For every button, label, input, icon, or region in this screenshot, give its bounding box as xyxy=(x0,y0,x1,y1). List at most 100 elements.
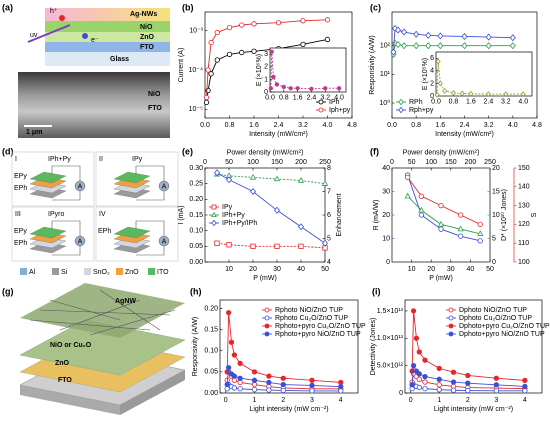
y3label-axis-title: S xyxy=(531,212,538,217)
marker xyxy=(410,363,417,369)
layer-side xyxy=(20,385,120,415)
y-tick-label: 0.05 xyxy=(189,243,203,250)
ylabel-axis-title: E (×10⁵%) xyxy=(256,54,263,86)
y-tick-label: 10⁰ xyxy=(379,99,390,107)
x-axis-title: P (mW) xyxy=(253,275,277,282)
x-tick-label: 0.8 xyxy=(279,94,289,101)
subpanel-numeral: II xyxy=(99,156,103,163)
marker xyxy=(493,375,499,381)
marker xyxy=(274,243,280,249)
x-tick-label: 0.0 xyxy=(200,122,210,129)
marker xyxy=(457,212,464,218)
legend-label: Dphoto+pyro Cu₂O/ZnO TUP xyxy=(459,323,550,330)
marker xyxy=(273,175,281,182)
subpanel-frame xyxy=(11,151,95,207)
marker xyxy=(239,49,245,56)
marker xyxy=(318,107,324,113)
legend-label: SnO₂ xyxy=(93,269,110,276)
marker xyxy=(225,364,232,371)
marker xyxy=(274,206,280,214)
layer-label: Glass xyxy=(110,56,129,63)
x-tick-label: 2 xyxy=(281,397,285,404)
x-tick-label: 1.6 xyxy=(293,94,303,101)
layer-fto xyxy=(45,42,170,52)
marker xyxy=(485,33,492,41)
marker xyxy=(297,177,305,183)
marker xyxy=(468,90,474,97)
x-tick-label: 1.6 xyxy=(466,98,476,105)
x-tick-label: 4.0 xyxy=(508,122,518,129)
ammeter-label: A xyxy=(162,183,167,190)
y2-tick-label: 5 xyxy=(492,235,496,242)
marker xyxy=(214,240,220,246)
ammeter xyxy=(158,180,170,192)
marker xyxy=(436,387,442,393)
plot-frame xyxy=(391,167,491,263)
current-label: IPyro xyxy=(48,211,64,218)
marker xyxy=(477,230,484,236)
y-tick-label: 20 xyxy=(382,212,390,219)
marker xyxy=(298,223,304,231)
marker xyxy=(211,204,217,210)
legend-swatch xyxy=(20,268,27,275)
marker xyxy=(224,386,230,392)
ylabel-axis-title: R (mA/W) xyxy=(373,200,380,231)
marker xyxy=(509,42,516,50)
panel-label: (b) xyxy=(182,2,194,12)
panel-label: (i) xyxy=(372,286,381,296)
circuit-wire xyxy=(135,220,165,256)
marker xyxy=(436,376,442,382)
marker xyxy=(318,99,324,105)
marker xyxy=(214,29,220,36)
marker xyxy=(249,173,257,180)
y-tick-label: 10² xyxy=(380,43,391,50)
x-tick-label: 3.2 xyxy=(484,122,494,129)
marker xyxy=(203,99,210,106)
marker xyxy=(338,384,344,390)
y-tick-label: 2 xyxy=(430,80,434,87)
marker xyxy=(413,42,420,50)
y3-tick-label: 100 xyxy=(518,259,530,266)
y-tick-label: 4 xyxy=(430,68,434,75)
marker xyxy=(280,387,286,394)
layer-label: ZnO xyxy=(55,360,70,367)
marker xyxy=(493,388,499,394)
marker xyxy=(322,239,328,247)
legend-label: Rphoto Cu₂O/ZnO TUP xyxy=(275,315,348,322)
x-tick-label: 4.8 xyxy=(347,122,357,129)
ammeter xyxy=(74,180,86,192)
x-tick-label: 0 xyxy=(224,397,228,404)
ammeter-label: A xyxy=(162,238,167,245)
marker xyxy=(422,357,428,363)
marker xyxy=(251,48,257,54)
marker xyxy=(457,225,464,232)
x2-tick-label: 100 xyxy=(425,159,437,166)
marker xyxy=(231,377,238,383)
marker xyxy=(422,373,428,380)
x-tick-label: 4.0 xyxy=(323,122,333,129)
marker xyxy=(436,365,442,372)
panel-a: Ag-NWs NiO ZnO FTO Glass uv h⁺ e⁻ NiO FT… xyxy=(18,8,170,138)
marker xyxy=(280,381,286,388)
legend-swatch xyxy=(52,268,59,275)
y2-tick-label: 7 xyxy=(327,188,331,195)
x-tick-label: 1.6 xyxy=(435,122,445,129)
x-tick-label: 1.6 xyxy=(249,122,259,129)
x-tick-label: 2.4 xyxy=(307,94,317,101)
y-tick-label: 5.0×10¹² xyxy=(377,362,404,369)
y2-tick-label: 4 xyxy=(327,259,331,266)
y-tick-label: 1.5×10¹³ xyxy=(377,308,404,315)
field-label: EPy xyxy=(14,228,27,235)
panel-g: AgNW NiO or Cu₂O ZnO FTO xyxy=(19,283,186,415)
marker xyxy=(309,377,315,383)
y-tick-label: 40 xyxy=(382,165,390,172)
x-tick-label: 0.8 xyxy=(411,122,421,129)
marker xyxy=(225,310,232,316)
x-tick-label: 3.2 xyxy=(501,98,511,105)
y-tick-label: 10⁻³ xyxy=(189,28,203,35)
x-tick-label: 30 xyxy=(447,266,455,273)
marker xyxy=(214,169,220,177)
y2-tick-label: 8 xyxy=(327,165,331,172)
ylabel-axis-title: Current (A) xyxy=(178,48,185,83)
legend-label: IPh+Py/IPh xyxy=(222,220,257,227)
